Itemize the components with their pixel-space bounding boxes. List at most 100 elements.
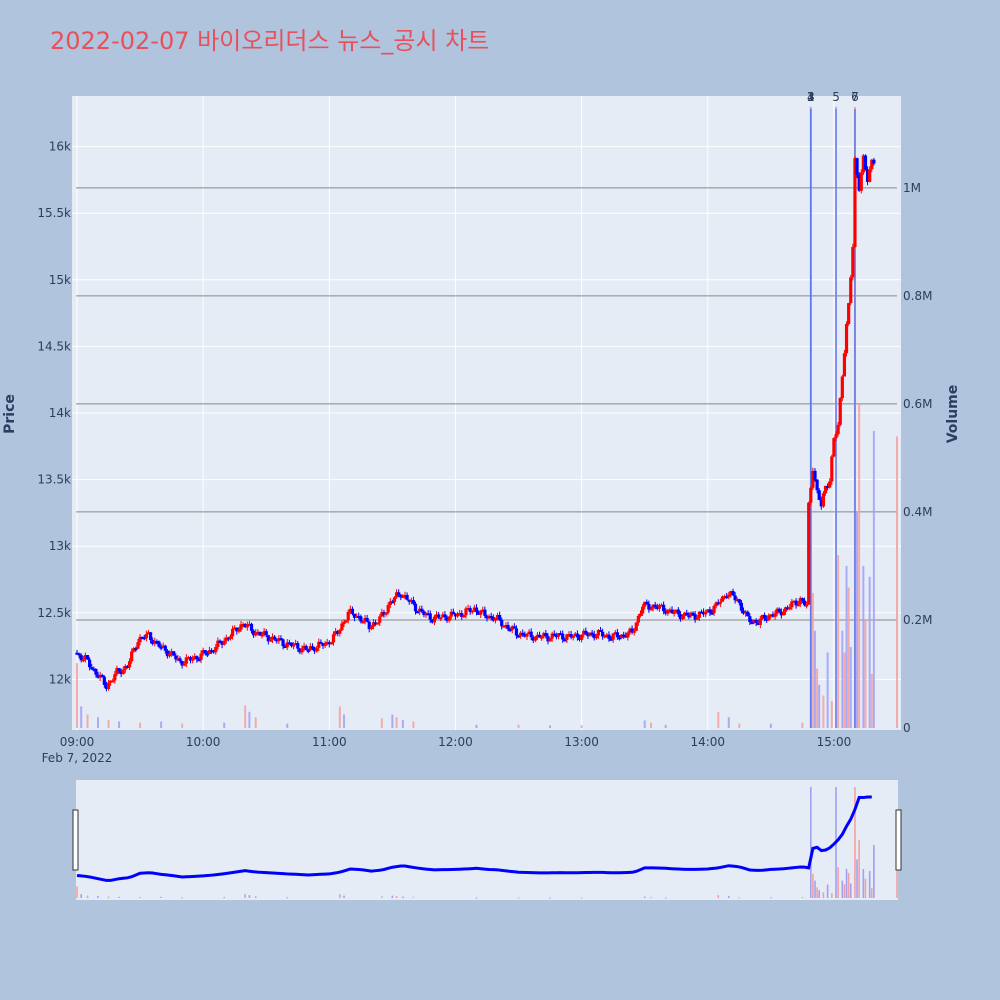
candle-body — [699, 611, 704, 614]
candle-body — [775, 608, 779, 614]
candle-body — [580, 634, 584, 640]
candle-body — [758, 618, 762, 625]
volume-bar — [801, 722, 804, 728]
candle-body — [554, 635, 558, 638]
candle-body — [178, 658, 182, 662]
volume-bar — [664, 724, 667, 728]
candle-body — [382, 612, 386, 615]
candle-body — [296, 643, 300, 649]
candle-body — [714, 602, 718, 606]
candle-body — [519, 632, 523, 637]
candle-body — [117, 668, 121, 672]
candle-body — [386, 605, 390, 613]
candle-body — [792, 600, 796, 603]
candle-body — [653, 604, 657, 607]
candle-body — [603, 635, 607, 638]
candle-body — [79, 655, 83, 661]
candle-body — [403, 594, 407, 597]
candle-body — [310, 646, 315, 649]
candle-body — [96, 674, 100, 678]
slider-volume-bar — [643, 896, 646, 898]
range-slider-left-handle[interactable] — [72, 809, 79, 871]
volume-tick-label: 0.8M — [903, 289, 932, 303]
candle-body — [790, 601, 794, 608]
candle-body — [462, 615, 466, 618]
candle-body — [77, 653, 81, 656]
slider-volume-bar — [244, 893, 247, 898]
candle-body — [493, 617, 498, 621]
volume-bar — [76, 663, 78, 728]
candle-body — [826, 485, 830, 488]
slider-volume-bar — [391, 895, 394, 898]
range-slider-right-handle[interactable] — [895, 809, 902, 871]
price-tick-label: 13k — [49, 539, 71, 553]
candle-body — [350, 608, 355, 614]
candle-body — [485, 615, 489, 619]
range-slider[interactable] — [72, 780, 902, 900]
candle-body — [561, 633, 565, 640]
candle-body — [640, 606, 645, 614]
candle-body — [491, 617, 495, 621]
candle-body — [180, 661, 184, 666]
candle-body — [182, 663, 186, 666]
volume-bar — [401, 719, 404, 728]
volume-bar — [843, 652, 846, 728]
slider-volume-bar — [873, 844, 875, 898]
candle-body — [348, 608, 352, 612]
slider-volume-bar — [664, 897, 667, 899]
range-slider-background[interactable] — [76, 780, 898, 900]
candle-body — [344, 620, 348, 623]
slider-volume-bar — [816, 887, 818, 898]
candle-body — [205, 653, 209, 656]
candle-body — [737, 599, 741, 603]
candle-body — [762, 614, 767, 619]
volume-bar — [837, 555, 840, 728]
candle-body — [266, 635, 270, 642]
candle-body — [94, 669, 98, 675]
candle-body — [626, 632, 630, 638]
candle-body — [733, 595, 737, 601]
candle-body — [813, 470, 817, 480]
slider-volume-bar — [650, 897, 652, 899]
candle-body — [655, 606, 659, 609]
candle-body — [630, 628, 634, 633]
candle-body — [388, 601, 392, 606]
time-tick-label: 14:00 — [690, 735, 725, 749]
candle-body — [222, 640, 226, 645]
slider-volume-bar — [868, 870, 871, 898]
candle-body — [340, 623, 344, 631]
candle-body — [100, 674, 104, 677]
candle-body — [83, 655, 88, 660]
y2-axis-title: Volume — [945, 385, 961, 444]
candle-body — [409, 600, 413, 603]
candle-body — [352, 613, 357, 618]
time-tick-label: 12:00 — [438, 735, 473, 749]
candle-body — [439, 617, 443, 620]
candle-body — [844, 323, 849, 354]
volume-bar — [286, 723, 289, 728]
candle-body — [376, 622, 380, 625]
candle-body — [739, 602, 744, 611]
candle-body — [407, 599, 411, 602]
candle-body — [115, 668, 119, 675]
volume-bar — [643, 720, 646, 728]
candle-body — [312, 647, 317, 652]
candle-body — [277, 638, 281, 642]
time-tick-label: 13:00 — [564, 735, 599, 749]
volume-bar — [97, 717, 100, 728]
candle-body — [811, 470, 815, 488]
candle-body — [863, 155, 868, 170]
candle-body — [777, 608, 781, 612]
candle-body — [638, 613, 643, 616]
candle-body — [468, 608, 472, 612]
candle-body — [851, 247, 855, 278]
slider-volume-bar — [837, 867, 839, 898]
candle-body — [830, 456, 834, 482]
candle-body — [455, 613, 460, 617]
volume-bar — [343, 714, 346, 728]
candle-body — [628, 628, 632, 633]
candle-body — [123, 665, 127, 670]
candle-body — [504, 625, 508, 628]
candle-body — [636, 615, 640, 623]
candle-body — [807, 502, 811, 605]
